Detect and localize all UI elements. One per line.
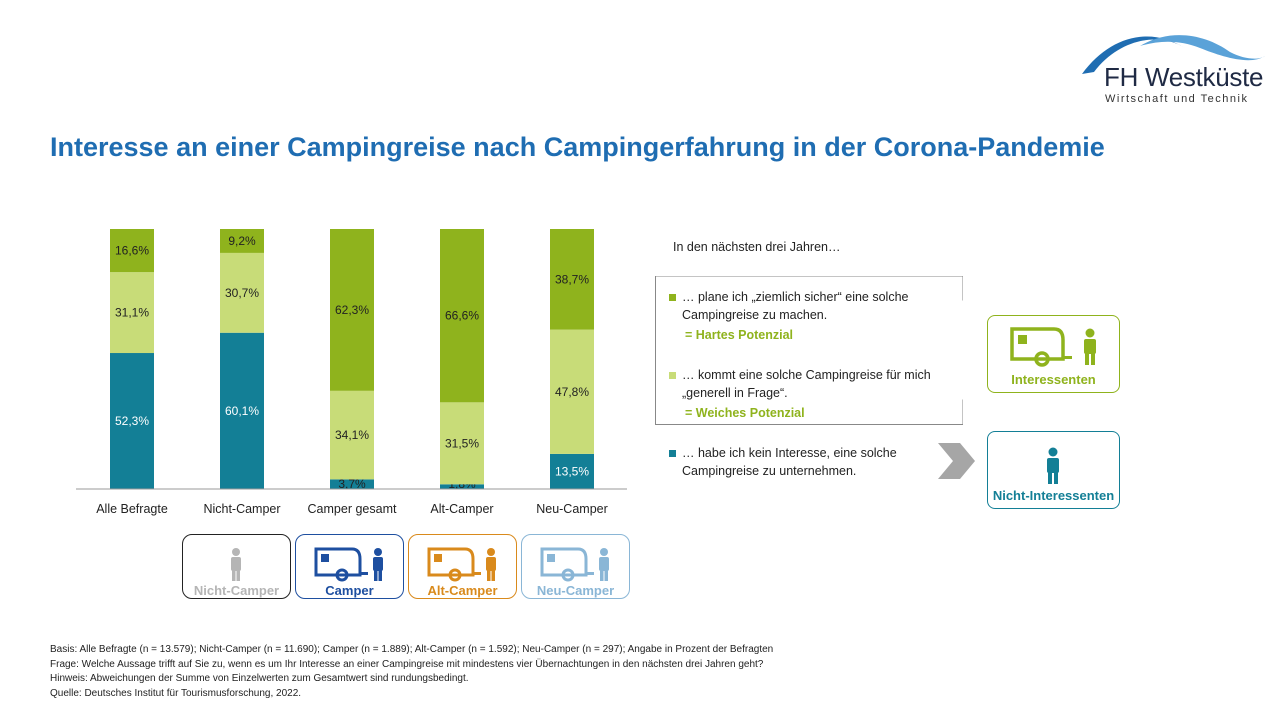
- footnote-quelle: Quelle: Deutsches Institut für Tourismus…: [50, 687, 302, 699]
- legend-soft-sub: = Weiches Potenzial: [685, 406, 805, 420]
- legend-hard-text: … plane ich „ziemlich sicher“ eine solch…: [682, 290, 909, 322]
- data-label-soft: 31,1%: [115, 306, 149, 320]
- legend-swatch-hard: [669, 294, 676, 301]
- caravan-person-icon: [427, 547, 496, 582]
- x-tick-label: Alle Befragte: [96, 502, 168, 516]
- legend-swatch-soft: [669, 372, 676, 379]
- data-label-none: 52,3%: [115, 414, 149, 428]
- person-icon: [231, 548, 241, 581]
- logo-tagline: Wirtschaft und Technik: [1105, 93, 1249, 105]
- icon-legend-nicht-camper: Nicht-Camper: [182, 534, 291, 599]
- legend-hard-sub: = Hartes Potenzial: [685, 328, 794, 342]
- data-label-soft: 30,7%: [225, 286, 259, 300]
- data-label-hard: 62,3%: [335, 303, 369, 317]
- footnotes: Basis: Alle Befragte (n = 13.579); Nicht…: [50, 643, 773, 701]
- bar-segment-hard: [220, 229, 264, 253]
- footnote-hinweis: Hinweis: Abweichungen der Summe von Einz…: [50, 673, 469, 684]
- legend-intro: In den nächsten drei Jahren…: [673, 240, 841, 254]
- group-label: Nicht-Interessenten: [992, 488, 1115, 503]
- data-label-none: 3,7%: [338, 477, 366, 491]
- bar-segment-soft: [330, 390, 374, 480]
- person-icon: [1047, 447, 1059, 484]
- legend-swatch-none: [669, 450, 676, 457]
- icon-legend-alt-camper: Alt-Camper: [408, 534, 517, 599]
- footnote-basis: Basis: Alle Befragte (n = 13.579); Nicht…: [50, 644, 774, 655]
- x-tick-label: Camper gesamt: [308, 502, 397, 516]
- bar-segment-none: [330, 479, 374, 489]
- x-tick-label: Alt-Camper: [430, 502, 493, 516]
- icon-legend-label: Neu-Camper: [536, 583, 615, 598]
- group-interessenten: Interessenten: [987, 315, 1120, 393]
- data-label-soft: 34,1%: [335, 428, 369, 442]
- legend-bracket-frame: [655, 276, 963, 425]
- caravan-person-icon: [540, 547, 609, 582]
- logo-name: FH Westküste: [1104, 62, 1264, 92]
- bar-segment-hard: [330, 229, 374, 391]
- page-title: Interesse an einer Campingreise nach Cam…: [50, 132, 1105, 162]
- data-label-hard: 38,7%: [555, 272, 589, 286]
- bar-segment-soft: [220, 252, 264, 333]
- bar-segment-hard: [440, 229, 484, 403]
- caravan-person-icon: [1010, 327, 1096, 367]
- legend-soft-text: … kommt eine solche Campingreise für mic…: [682, 368, 931, 400]
- data-label-none: 13,5%: [555, 464, 589, 478]
- group-label: Interessenten: [1011, 372, 1096, 387]
- data-label-hard: 16,6%: [115, 244, 149, 258]
- group-nicht-interessenten: Nicht-Interessenten: [987, 431, 1120, 509]
- bar-segment-none: [110, 353, 154, 489]
- icon-legend-label: Camper: [325, 583, 374, 598]
- bar-segment-none: [220, 332, 264, 489]
- legend-none-text: … habe ich kein Interesse, eine solche Ca…: [682, 446, 897, 478]
- data-label-soft: 47,8%: [555, 385, 589, 399]
- bar-segment-soft: [110, 272, 154, 354]
- data-label-none: 60,1%: [225, 404, 259, 418]
- icon-legend-label: Alt-Camper: [427, 583, 498, 598]
- bar-segment-hard: [110, 229, 154, 273]
- x-tick-label: Neu-Camper: [536, 502, 608, 516]
- caravan-person-icon: [314, 547, 383, 582]
- data-label-soft: 31,5%: [445, 436, 479, 450]
- icon-legend-neu-camper: Neu-Camper: [521, 534, 630, 599]
- logo-swoosh-icon: [1082, 35, 1265, 74]
- icon-legend-label: Nicht-Camper: [193, 583, 280, 598]
- data-label-hard: 9,2%: [228, 234, 256, 248]
- bar-segment-none: [550, 453, 594, 489]
- footnote-frage: Frage: Welche Aussage trifft auf Sie zu,…: [50, 658, 764, 670]
- icon-legend-camper: Camper: [295, 534, 404, 599]
- bar-segment-soft: [440, 402, 484, 485]
- bar-segment-hard: [550, 229, 594, 330]
- bar-segment-soft: [550, 329, 594, 454]
- bar-segment-none: [440, 484, 484, 489]
- chevron-right-icon: [938, 443, 975, 479]
- x-tick-label: Nicht-Camper: [203, 502, 280, 516]
- data-label-hard: 66,6%: [445, 309, 479, 323]
